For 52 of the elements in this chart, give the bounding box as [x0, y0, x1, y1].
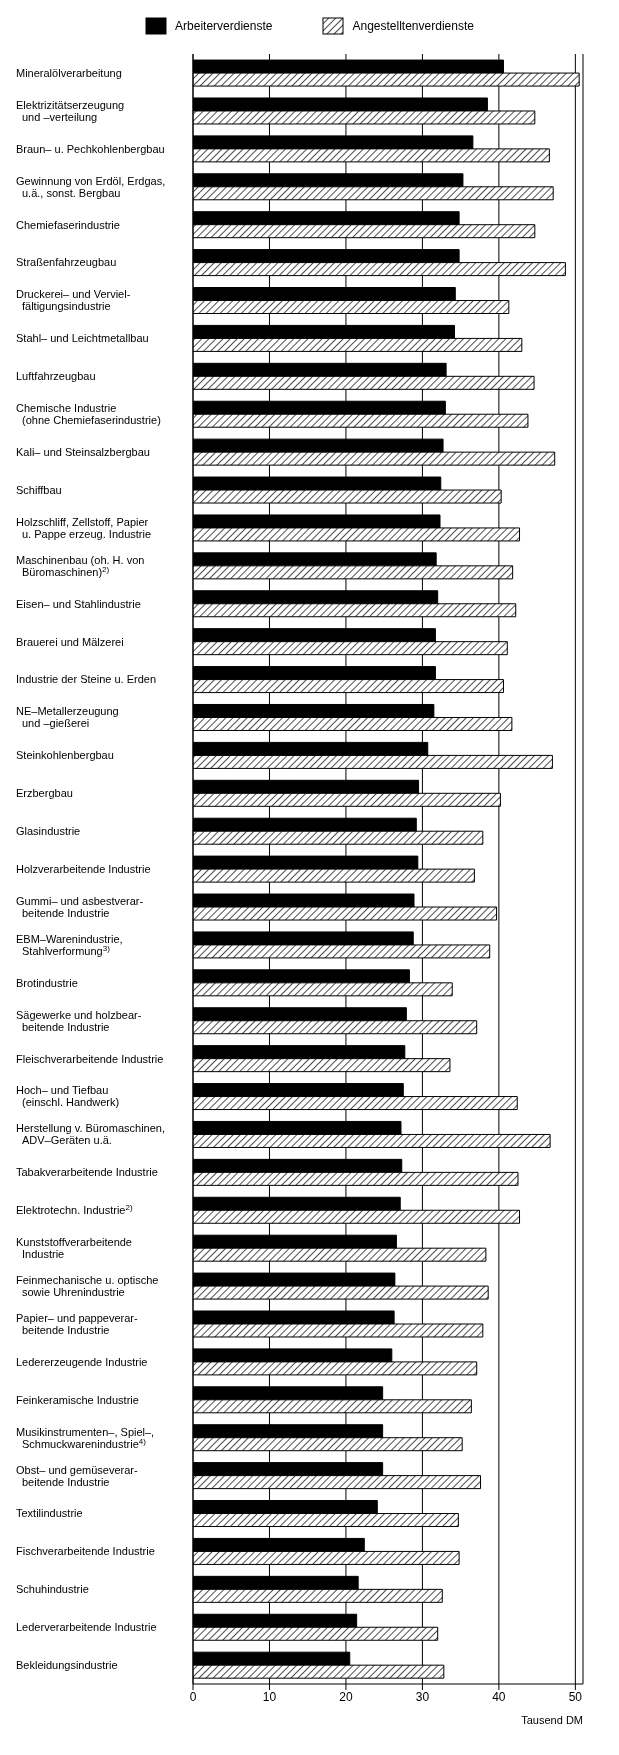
- y-tick-label: Feinmechanische u. optische sowie Uhrenindustrie: [16, 1273, 159, 1298]
- y-tick-label: Glasindustrie: [16, 825, 81, 838]
- x-tick-label: 10: [262, 1689, 277, 1704]
- y-tick-label: Musikinstrumenten–, Spiel–, Schmuckwarenindustrie$^{4)}$: [16, 1425, 155, 1450]
- y-tick-label: Obst– und gemüseverar- beitende Industrie: [16, 1463, 139, 1488]
- y-tick-label: Chemische Industrie (ohne Chemiefaserindustrie): [16, 402, 161, 427]
- x-axis-title: Tausend DM: [521, 1714, 583, 1726]
- y-tick-label: Elektrotechn. Industrie$^{2)}$: [16, 1202, 133, 1217]
- y-tick-label: Herstellung v. Büromaschinen, ADV–Geräten u.ä.: [16, 1122, 165, 1147]
- y-tick-label: Industrie der Steine u. Erden: [16, 673, 157, 686]
- y-tick-label: Straßenfahrzeugbau: [16, 256, 117, 269]
- y-tick-label: Holzschliff, Zellstoff, Papier u. Pappe erzeug. Industrie: [16, 515, 152, 540]
- y-tick-label: Hoch– und Tiefbau (einschl. Handwerk): [16, 1084, 120, 1109]
- y-tick-label: Druckerei– und Verviel- fältigungsindustrie: [16, 288, 131, 313]
- y-tick-label: Kali– und Steinsalzbergbau: [16, 446, 150, 459]
- y-tick-label: Fleischverarbeitende Industrie: [16, 1052, 164, 1065]
- y-tick-label: Holzverarbeitende Industrie: [16, 863, 151, 875]
- y-tick-label: Ledererzeugende Industrie: [16, 1355, 148, 1368]
- y-tick-label: Papier– und pappeverar- beitende Industrie: [16, 1311, 139, 1336]
- y-tick-label: Maschinenbau (oh. H. von Büromaschinen)$^{2)}$: [16, 553, 145, 578]
- y-tick-label: Gewinnung von Erdöl, Erdgas, u.ä., sonst. Bergbau: [16, 174, 166, 199]
- y-tick-label: Steinkohlenbergbau: [16, 749, 114, 762]
- y-tick-label: Kunststoffverarbeitende Industrie: [16, 1236, 132, 1261]
- y-tick-label: Erzbergbau: [16, 787, 73, 800]
- y-tick-label: Elektrizitätserzeugung und –verteilung: [16, 98, 125, 123]
- x-tick-label: 50: [568, 1689, 583, 1704]
- y-tick-label: Stahl– und Leichtmetallbau: [16, 332, 149, 345]
- y-tick-label: Tabakverarbeitende Industrie: [16, 1166, 158, 1179]
- y-tick-label: EBM–Warenindustrie, Stahlverformung$^{3)}$: [16, 932, 123, 957]
- x-tick-label: 40: [492, 1689, 506, 1704]
- x-tick-label: 30: [415, 1689, 430, 1704]
- y-tick-label: Eisen– und Stahlindustrie: [16, 597, 141, 610]
- y-tick-label: Schuhindustrie: [16, 1583, 89, 1596]
- y-tick-label: Chemiefaserindustrie: [16, 218, 120, 231]
- y-tick-label: Fischverarbeitende Industrie: [16, 1545, 155, 1558]
- legend-label: Arbeiterverdienste: [175, 19, 273, 33]
- legend-label: Angestelltenverdienste: [352, 19, 474, 33]
- y-tick-label: Brotindustrie: [16, 976, 78, 989]
- y-tick-label: Brauerei und Mälzerei: [16, 635, 124, 648]
- y-tick-label: Lederverarbeitende Industrie: [16, 1621, 157, 1634]
- x-tick-label: 20: [339, 1689, 353, 1704]
- y-tick-label: Feinkeramische Industrie: [16, 1393, 139, 1406]
- y-tick-label: NE–Metallerzeugung und –gießerei: [16, 705, 119, 730]
- y-tick-label: Braun– u. Pechkohlenbergbau: [16, 142, 165, 155]
- y-tick-label: Mineralölverarbeitung: [16, 66, 122, 79]
- y-tick-label: Gummi– und asbestverar- beitende Industrie: [16, 894, 144, 919]
- y-tick-label: Sägewerke und holzbear- beitende Industrie: [16, 1008, 142, 1033]
- x-tick-label: 0: [189, 1689, 197, 1704]
- y-tick-label: Bekleidungsindustrie: [16, 1659, 118, 1672]
- y-tick-label: Schiffbau: [16, 483, 62, 496]
- y-tick-label: Textilindustrie: [16, 1507, 83, 1520]
- y-tick-label: Luftfahrzeugbau: [16, 370, 96, 383]
